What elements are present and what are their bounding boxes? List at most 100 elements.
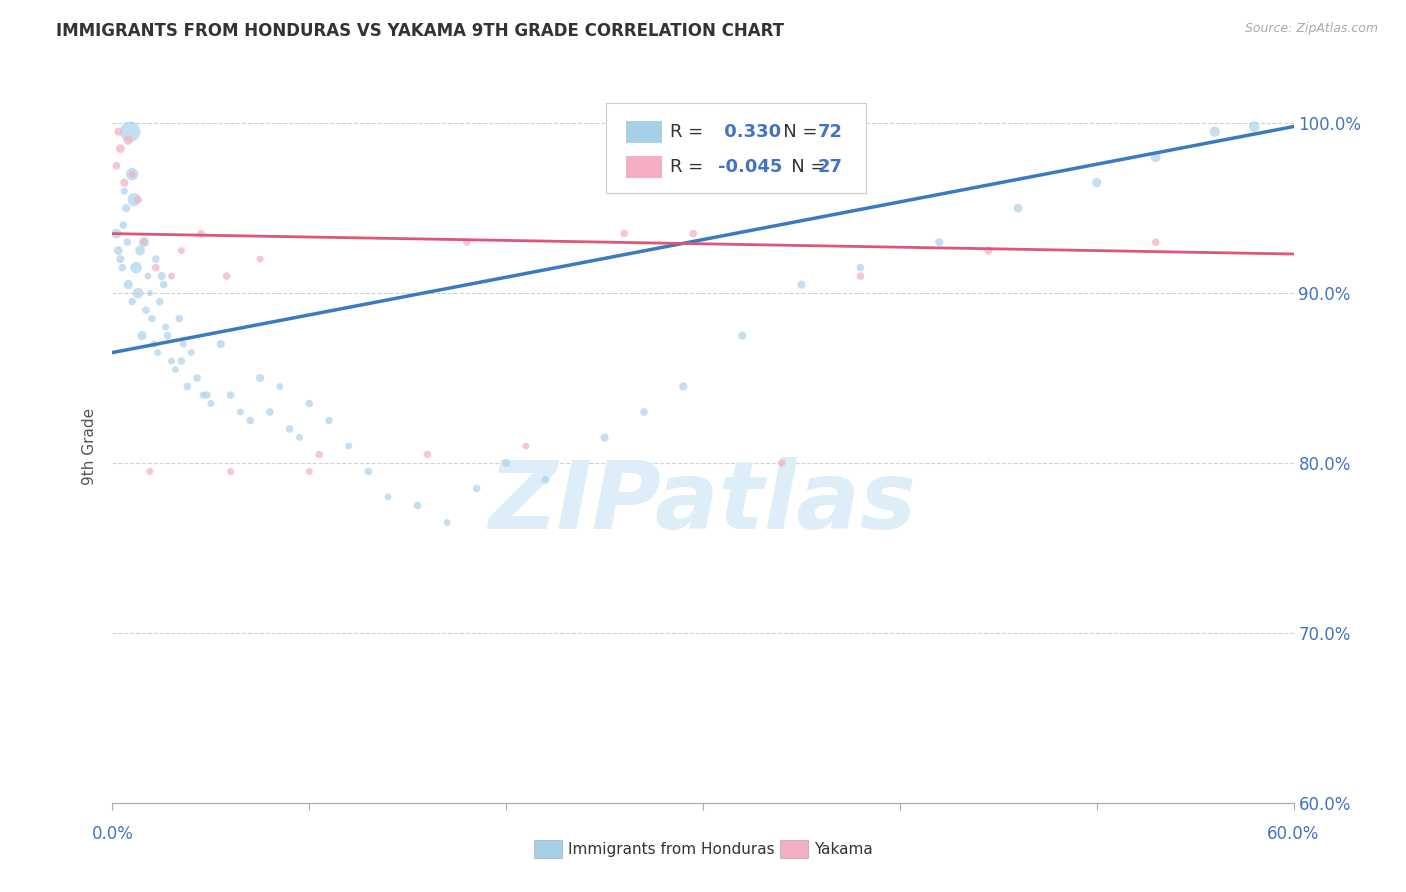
Point [308, 448, 330, 462]
Point [112, 176, 135, 190]
Point [132, 235, 155, 249]
Point [790, 277, 813, 292]
Point [125, 260, 148, 275]
Point [156, 328, 179, 343]
Point [115, 235, 138, 249]
Point [928, 235, 950, 249]
Point [259, 405, 281, 419]
Point [190, 227, 212, 241]
Point [169, 311, 191, 326]
Point [121, 167, 143, 181]
Point [219, 465, 242, 479]
Point [160, 354, 183, 368]
Point [110, 142, 132, 156]
Point [146, 345, 169, 359]
Point [1204, 125, 1226, 139]
Point [111, 260, 134, 275]
Point [155, 320, 177, 334]
Point [129, 244, 152, 258]
Point [377, 490, 399, 504]
Text: 60.0%: 60.0% [1267, 825, 1320, 843]
Point [136, 269, 159, 284]
Point [515, 439, 537, 453]
Point [672, 379, 695, 393]
Point [613, 227, 636, 241]
Point [107, 125, 129, 139]
Point [278, 422, 301, 436]
Point [318, 413, 340, 427]
Text: Yakama: Yakama [814, 842, 873, 856]
Point [1144, 150, 1167, 164]
Point [165, 362, 187, 376]
Text: 72: 72 [817, 123, 842, 141]
Point [160, 269, 183, 284]
Point [150, 269, 173, 284]
Point [849, 269, 872, 284]
Point [406, 499, 429, 513]
Text: N =: N = [766, 123, 823, 141]
Text: -0.045: -0.045 [718, 158, 783, 176]
Point [436, 516, 458, 530]
Point [152, 277, 174, 292]
Point [117, 133, 139, 147]
Point [110, 252, 132, 266]
Bar [626, 120, 662, 144]
Point [269, 379, 291, 393]
Point [298, 396, 321, 410]
Point [170, 354, 193, 368]
Point [127, 286, 149, 301]
Point [416, 448, 439, 462]
Point [117, 277, 139, 292]
Text: 0.330: 0.330 [718, 123, 782, 141]
Point [180, 345, 202, 359]
Point [593, 430, 616, 444]
Text: R =: R = [669, 158, 709, 176]
Text: IMMIGRANTS FROM HONDURAS VS YAKAMA 9TH GRADE CORRELATION CHART: IMMIGRANTS FROM HONDURAS VS YAKAMA 9TH G… [56, 22, 785, 40]
Point [195, 388, 218, 402]
Point [172, 337, 194, 351]
Point [495, 456, 517, 470]
Point [249, 371, 271, 385]
Point [200, 396, 222, 410]
Point [682, 227, 704, 241]
Point [112, 218, 135, 232]
Point [357, 465, 380, 479]
Text: 27: 27 [817, 158, 842, 176]
Point [176, 379, 198, 393]
Point [105, 227, 128, 241]
Point [149, 294, 172, 309]
Point [249, 252, 271, 266]
Point [219, 388, 242, 402]
Point [121, 294, 143, 309]
Point [1243, 120, 1265, 134]
Point [120, 125, 142, 139]
Point [191, 388, 214, 402]
Point [534, 473, 557, 487]
Point [239, 413, 262, 427]
Point [139, 465, 162, 479]
Point [1007, 201, 1029, 215]
Point [142, 337, 165, 351]
Point [132, 235, 155, 249]
Y-axis label: 9th Grade: 9th Grade [82, 408, 97, 484]
Point [121, 167, 143, 181]
Bar [626, 155, 662, 178]
Point [1085, 176, 1108, 190]
Point [141, 311, 163, 326]
Point [107, 244, 129, 258]
Text: R =: R = [669, 123, 709, 141]
Point [298, 465, 321, 479]
Text: ZIPatlas: ZIPatlas [489, 457, 917, 549]
Point [186, 371, 208, 385]
Text: 0.0%: 0.0% [91, 825, 134, 843]
Point [135, 303, 157, 318]
FancyBboxPatch shape [606, 103, 866, 193]
Point [145, 260, 167, 275]
Point [337, 439, 360, 453]
Point [145, 252, 167, 266]
Point [115, 201, 138, 215]
Point [122, 193, 145, 207]
Point [105, 159, 128, 173]
Text: Source: ZipAtlas.com: Source: ZipAtlas.com [1244, 22, 1378, 36]
Point [977, 244, 1000, 258]
